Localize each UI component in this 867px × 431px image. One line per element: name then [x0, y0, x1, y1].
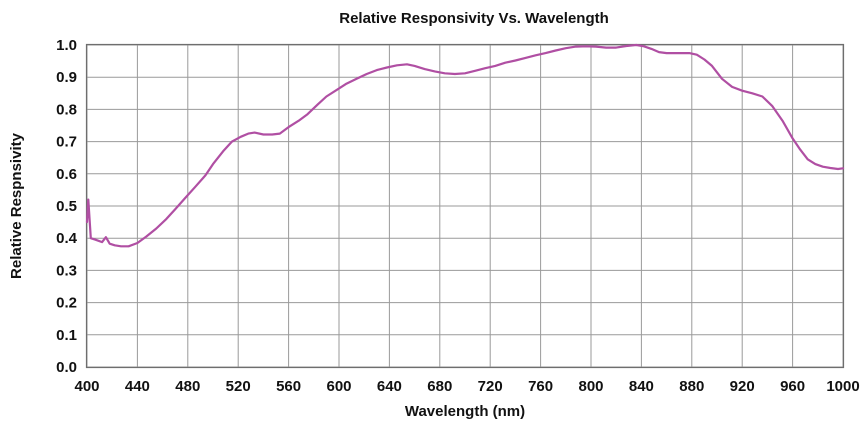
series-layer [85, 43, 845, 248]
y-tick-label: 0.4 [56, 230, 78, 247]
y-tick-label: 0.1 [56, 327, 77, 344]
x-tick-label: 720 [478, 378, 503, 395]
x-tick-label: 760 [528, 378, 553, 395]
x-tick-label: 440 [125, 378, 150, 395]
x-tick-label: 480 [175, 378, 200, 395]
chart-title: Relative Responsivity Vs. Wavelength [339, 10, 609, 27]
x-tick-label: 600 [326, 378, 351, 395]
responsivity-line [85, 43, 845, 248]
x-tick-label: 520 [226, 378, 251, 395]
grid-lines [86, 44, 844, 368]
y-axis-label: Relative Respnsivity [8, 132, 25, 279]
y-tick-label: 0.0 [56, 359, 77, 376]
y-tick-label: 0.8 [56, 101, 77, 118]
y-tick-label: 0.2 [56, 295, 77, 312]
y-tick-label: 0.9 [56, 69, 77, 86]
y-tick-label: 0.7 [56, 134, 77, 151]
x-tick-label: 400 [74, 378, 99, 395]
x-tick-label: 680 [427, 378, 452, 395]
y-tick-label: 1.0 [56, 37, 77, 54]
x-tick-label: 640 [377, 378, 402, 395]
x-axis-label: Wavelength (nm) [405, 403, 525, 420]
x-tick-label: 800 [578, 378, 603, 395]
plot-frame [85, 43, 845, 369]
x-tick-label: 880 [679, 378, 704, 395]
y-tick-label: 0.3 [56, 262, 77, 279]
x-tick-labels: 400 440 480 520 560 600 640 680 720 760 800 840 880 9… [74, 378, 859, 395]
x-tick-label: 560 [276, 378, 301, 395]
x-tick-label: 920 [730, 378, 755, 395]
y-tick-label: 0.6 [56, 166, 77, 183]
x-tick-label: 840 [629, 378, 654, 395]
y-tick-labels: 0.0 0.1 0.2 0.3 0.4 0.5 0.6 0.7 0.8 0.9 1.0 [56, 37, 78, 376]
x-tick-label: 1000 [826, 378, 859, 395]
y-tick-label: 0.5 [56, 198, 77, 215]
x-tick-label: 960 [780, 378, 805, 395]
